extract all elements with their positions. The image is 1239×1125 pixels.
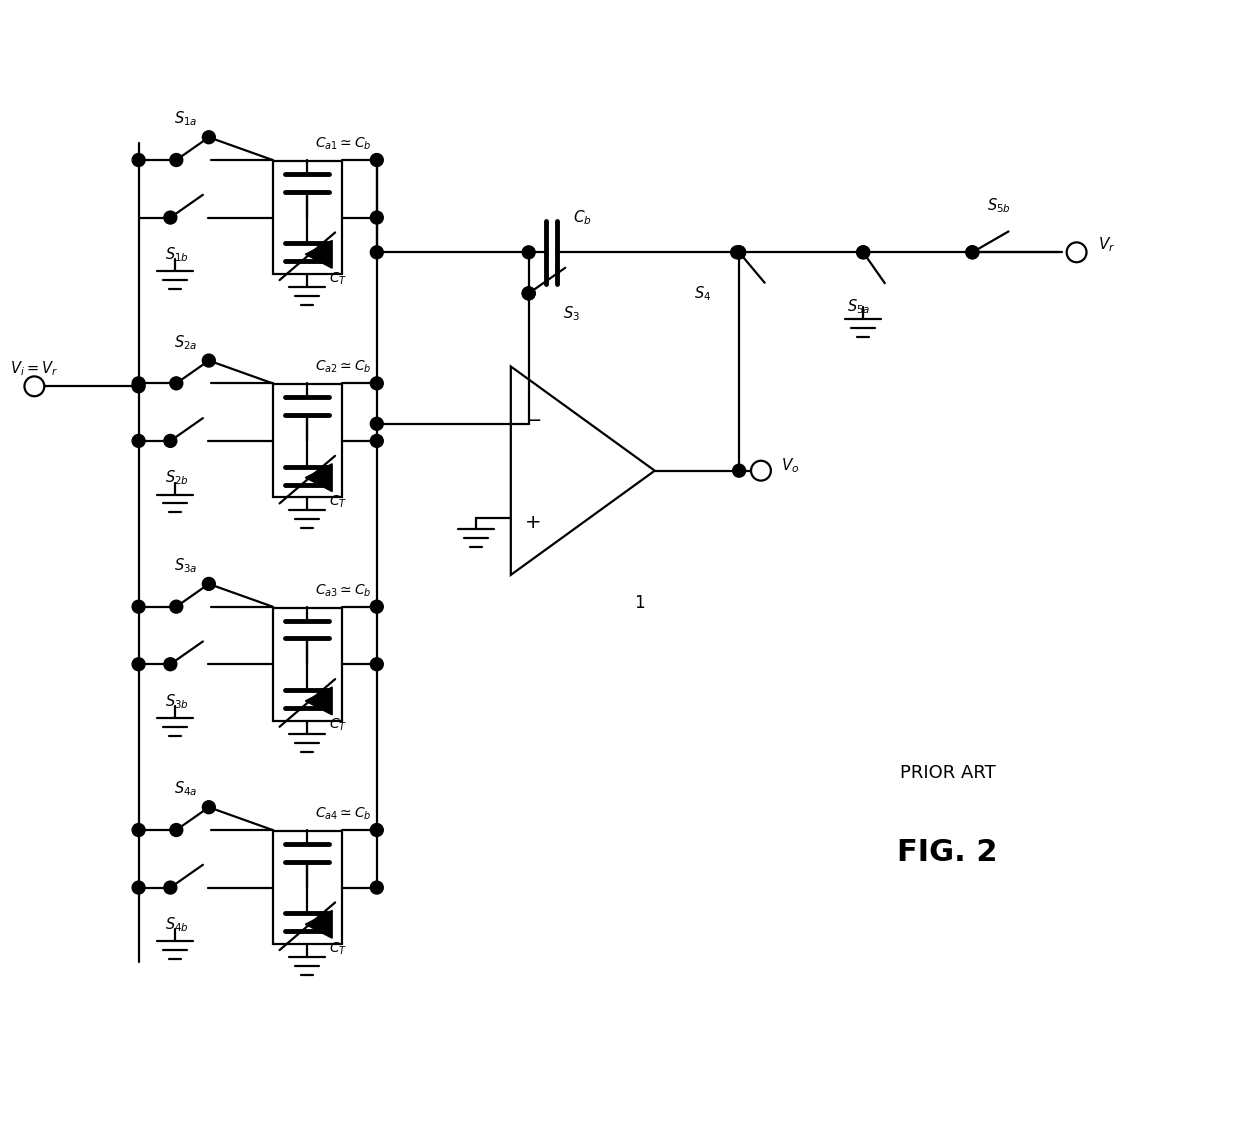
Circle shape	[732, 465, 746, 477]
Text: $S_3$: $S_3$	[564, 304, 580, 323]
Text: $C_{a1}\simeq C_b$: $C_{a1}\simeq C_b$	[315, 136, 372, 152]
Bar	[273, 831, 342, 944]
Circle shape	[856, 246, 870, 259]
Polygon shape	[305, 464, 332, 492]
Circle shape	[732, 246, 746, 259]
Circle shape	[202, 801, 216, 813]
Circle shape	[751, 461, 771, 480]
Circle shape	[370, 153, 383, 166]
Circle shape	[202, 577, 216, 591]
Circle shape	[133, 824, 145, 837]
Text: $S_{5a}$: $S_{5a}$	[846, 297, 870, 316]
Text: $V_r$: $V_r$	[1099, 235, 1116, 254]
Circle shape	[370, 881, 383, 894]
Circle shape	[133, 601, 145, 613]
Polygon shape	[305, 910, 332, 938]
Circle shape	[966, 246, 979, 259]
Circle shape	[133, 881, 145, 894]
Text: $C_b$: $C_b$	[574, 208, 592, 227]
Circle shape	[170, 377, 183, 389]
Text: $S_{2b}$: $S_{2b}$	[165, 469, 190, 487]
Text: $C_T$: $C_T$	[330, 940, 347, 956]
Text: $C_T$: $C_T$	[330, 270, 347, 287]
Text: $+$: $+$	[524, 513, 541, 532]
Circle shape	[133, 380, 145, 393]
Circle shape	[25, 377, 45, 396]
Circle shape	[164, 881, 177, 894]
Circle shape	[370, 601, 383, 613]
Circle shape	[370, 246, 383, 259]
Circle shape	[164, 434, 177, 448]
Circle shape	[133, 153, 145, 166]
Bar	[273, 385, 342, 497]
Circle shape	[370, 417, 383, 430]
Text: $S_{1b}$: $S_{1b}$	[165, 245, 190, 264]
Text: $S_{2a}$: $S_{2a}$	[175, 333, 198, 352]
Text: $S_{3a}$: $S_{3a}$	[175, 556, 198, 575]
Polygon shape	[305, 687, 332, 714]
Circle shape	[133, 434, 145, 448]
Circle shape	[370, 434, 383, 448]
Circle shape	[170, 601, 183, 613]
Text: $S_{4b}$: $S_{4b}$	[165, 916, 190, 934]
Circle shape	[732, 246, 746, 259]
Text: $V_i = V_r$: $V_i = V_r$	[10, 359, 57, 378]
Text: $C_{a4}\simeq C_b$: $C_{a4}\simeq C_b$	[315, 806, 372, 822]
Circle shape	[966, 246, 979, 259]
Circle shape	[731, 246, 743, 259]
Text: FIG. 2: FIG. 2	[897, 838, 997, 867]
Circle shape	[164, 658, 177, 670]
Text: $S_4$: $S_4$	[694, 285, 711, 304]
Circle shape	[170, 824, 183, 837]
Text: $C_T$: $C_T$	[330, 717, 347, 734]
Text: $C_{a2}\simeq C_b$: $C_{a2}\simeq C_b$	[315, 359, 372, 376]
Circle shape	[522, 246, 535, 259]
Text: $S_{4a}$: $S_{4a}$	[175, 780, 198, 799]
Circle shape	[164, 212, 177, 224]
Text: $S_{1a}$: $S_{1a}$	[175, 109, 198, 128]
Polygon shape	[305, 241, 332, 268]
Text: $C_{a3}\simeq C_b$: $C_{a3}\simeq C_b$	[315, 583, 372, 598]
Circle shape	[370, 658, 383, 670]
Circle shape	[856, 246, 870, 259]
Circle shape	[133, 658, 145, 670]
Circle shape	[1067, 242, 1087, 262]
Circle shape	[202, 130, 216, 144]
Text: $V_o$: $V_o$	[781, 457, 799, 475]
Circle shape	[170, 153, 183, 166]
Text: $1$: $1$	[634, 595, 646, 612]
Circle shape	[522, 287, 535, 300]
Text: $S_{3b}$: $S_{3b}$	[165, 692, 190, 711]
Text: $-$: $-$	[524, 410, 540, 429]
Circle shape	[202, 354, 216, 367]
Bar	[273, 608, 342, 721]
Text: PRIOR ART: PRIOR ART	[900, 764, 995, 782]
Text: $C_T$: $C_T$	[330, 494, 347, 510]
Text: $S_{5b}$: $S_{5b}$	[987, 196, 1011, 215]
Circle shape	[370, 824, 383, 837]
Bar	[273, 161, 342, 274]
Circle shape	[522, 287, 535, 300]
Circle shape	[133, 377, 145, 389]
Circle shape	[370, 212, 383, 224]
Circle shape	[370, 377, 383, 389]
